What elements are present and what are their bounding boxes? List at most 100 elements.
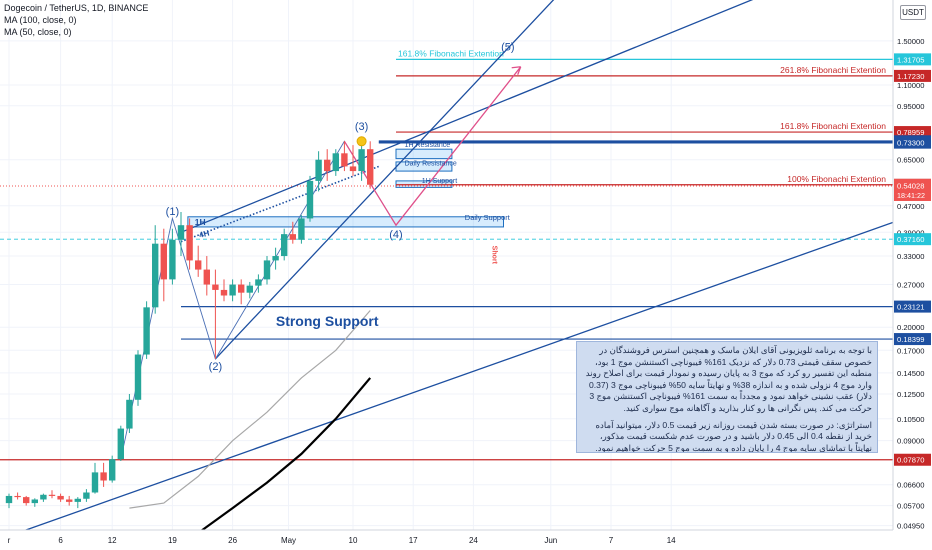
trendline-wave2 (214, 0, 555, 360)
resistance-zone-1h (395, 148, 453, 160)
candle-body (143, 307, 150, 355)
candle-body (367, 149, 374, 185)
candle-body (134, 354, 142, 400)
candle-body (238, 284, 245, 293)
short-signal-label: Short (490, 246, 497, 265)
level-badge-text-1: 1.17230 (897, 72, 924, 81)
candle-body (306, 180, 314, 219)
candle-body (281, 234, 288, 257)
level-badge-9 (894, 453, 931, 466)
time-tick-label: 6 (58, 536, 63, 545)
wave-label-2: (2) (209, 361, 222, 373)
price-tick-label: 1.10000 (897, 81, 924, 90)
price-tick-label: 0.47000 (897, 202, 924, 211)
candle-body (220, 289, 228, 296)
level-badge-text-0: 1.31705 (897, 55, 924, 64)
candle-body (263, 260, 271, 280)
candle-body (23, 497, 30, 504)
analysis-note[interactable]: با توجه به برنامه ثلویزیونی آقای ایلان م… (576, 341, 878, 453)
time-tick-label: 14 (667, 536, 676, 545)
time-tick-label: 19 (168, 536, 177, 545)
candle-body (246, 285, 253, 293)
zone-tag-4h: 4H (198, 228, 210, 239)
fib-label-2: 161.8% Fibonachi Extention (780, 121, 886, 131)
time-tick-label: 26 (228, 536, 237, 545)
candle-body (229, 284, 236, 296)
candle-body (341, 153, 348, 167)
candle-body (195, 260, 202, 270)
candle-body (160, 243, 167, 280)
candle-body (117, 428, 124, 460)
candle-body (177, 225, 185, 240)
candle-body (324, 159, 331, 172)
time-tick-label: 10 (349, 536, 358, 545)
zone-tag-1h-support: 1H Support (422, 178, 457, 185)
candle-body (186, 225, 193, 261)
candle-body (289, 234, 296, 240)
candle-body (203, 269, 210, 285)
level-badge-4 (894, 136, 931, 149)
candle-body (74, 498, 81, 502)
bar-countdown-text: 18:41:22 (897, 191, 925, 200)
price-tick-label: 0.14500 (897, 369, 924, 378)
fib-label-5: 100% Fibonachi Extention (787, 174, 886, 184)
time-tick-label: r (8, 536, 11, 545)
trendline-lower (8, 221, 896, 537)
candle-body (126, 399, 133, 429)
candle-body (91, 472, 99, 493)
wave3-top-marker (356, 136, 367, 147)
price-tick-label: 0.04950 (897, 522, 924, 531)
level-badge-text-8: 0.18399 (897, 335, 924, 344)
candle-body (332, 153, 339, 172)
level-badge-text-4: 0.73300 (897, 139, 924, 148)
ma50-line (129, 310, 371, 509)
price-tick-label: 0.20000 (897, 323, 924, 332)
price-tick-label: 0.39000 (897, 228, 924, 237)
price-tick-label: 0.05700 (897, 502, 924, 511)
chart-legend: Dogecoin / TetherUS, 1D, BINANCE MA (100… (4, 2, 148, 38)
candle-body (272, 256, 279, 261)
candle-body (66, 499, 73, 502)
strong-support-label: Strong Support (276, 313, 379, 329)
price-tick-label: 0.65000 (897, 156, 924, 165)
level-badge-text-2: 0.78959 (897, 128, 924, 137)
level-badge-text-6: 0.37160 (897, 235, 924, 244)
symbol-title[interactable]: Dogecoin / TetherUS, 1D, BINANCE (4, 3, 149, 13)
candle-body (169, 239, 176, 280)
quote-currency-badge[interactable]: USDT (900, 5, 926, 20)
candle-body (358, 149, 365, 172)
ma100-legend[interactable]: MA (100, close, 0) (4, 15, 77, 25)
candle-body (40, 494, 47, 500)
price-tick-label: 0.12500 (897, 390, 924, 399)
candle-body (31, 499, 38, 504)
zone-tag-daily-resistance: Daily Resistance (405, 160, 457, 167)
ma100-line (197, 377, 372, 534)
level-badge-7 (894, 300, 931, 313)
candle-body (109, 459, 116, 481)
price-tick-label: 0.17000 (897, 346, 924, 355)
price-tick-label: 0.10500 (897, 415, 924, 424)
ma50-legend[interactable]: MA (50, close, 0) (4, 27, 72, 37)
support-zone-1h (187, 216, 504, 228)
candle-body (83, 492, 90, 499)
time-tick-label: 12 (108, 536, 117, 545)
channel-upper (180, 0, 754, 233)
current-price-text: 0.54028 (897, 181, 924, 190)
level-badge-1 (894, 69, 931, 82)
candle-body (298, 218, 305, 240)
current-price-badge (894, 178, 931, 201)
time-tick-label: May (281, 536, 296, 545)
candle-body (349, 166, 357, 172)
time-tick-label: 17 (409, 536, 418, 545)
level-badge-text-7: 0.23121 (897, 303, 924, 312)
fib-label-1: 261.8% Fibonachi Extention (780, 65, 886, 75)
wave-label-3: (3) (355, 121, 368, 133)
level-badge-text-9: 0.07870 (897, 456, 924, 465)
price-tick-label: 0.33000 (897, 252, 924, 261)
zone-tag-1h-resistance: 1H Resistance (405, 142, 451, 149)
wave-label-4: (4) (389, 229, 402, 241)
price-tick-label: 0.06600 (897, 481, 924, 490)
fib-label-0: 161.8% Fibonachi Extention (398, 48, 504, 58)
time-tick-label: Jun (544, 536, 557, 545)
